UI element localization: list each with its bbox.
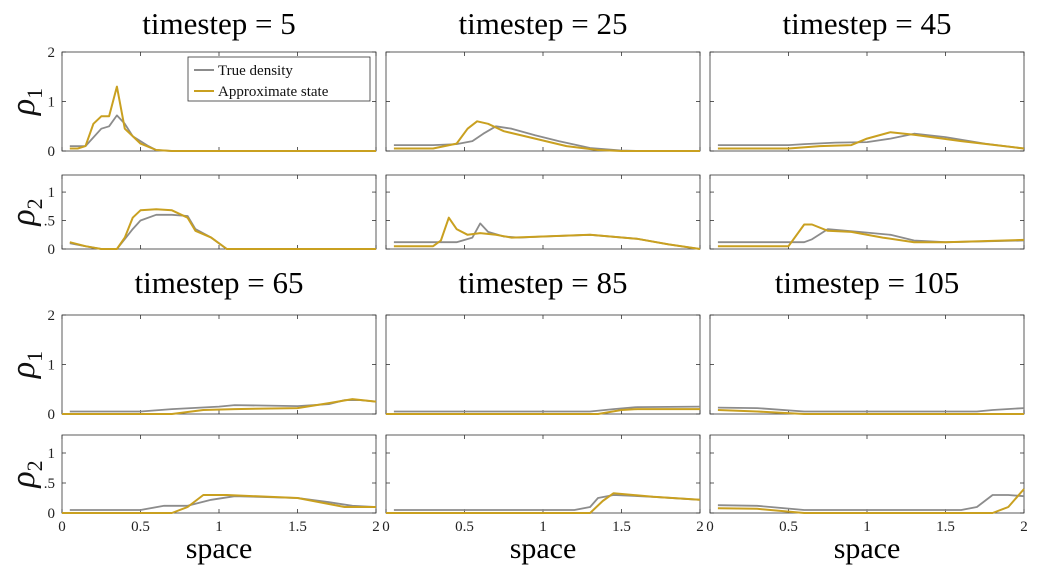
panel-title: timestep = 45	[782, 6, 951, 41]
series-line-true-density	[69, 213, 376, 250]
panel-title: timestep = 25	[458, 6, 627, 41]
x-tick-label: 2	[696, 519, 704, 535]
panel-1-rho1: 0 1 2 ρ1	[5, 45, 377, 160]
x-tick-label: 1.5	[936, 519, 955, 535]
panel-3-rho1	[709, 51, 1025, 152]
plot-frame	[709, 51, 1025, 152]
legend-box	[187, 56, 371, 102]
row-label-rho1: ρ1	[5, 351, 47, 379]
series-line-approximate-state	[62, 494, 376, 514]
x-tick-label: 1	[863, 519, 871, 535]
series-line-approximate-state	[393, 216, 701, 250]
panel-6-rho2: 0 0.5 1 1.5 2	[706, 434, 1028, 535]
panel-1-rho2: 0 .5 1ρ2	[5, 174, 377, 258]
series-line-approximate-state	[717, 409, 1024, 415]
plot-frame	[385, 51, 701, 152]
series-line-approximate-state	[69, 208, 376, 250]
y-tick-label: 1	[48, 358, 56, 374]
row-label-rho2: ρ2	[5, 460, 47, 488]
series-line-approximate-state	[386, 408, 700, 415]
y-tick-label: 1	[48, 95, 56, 111]
y-tick-label: 0	[48, 242, 56, 258]
y-tick-label: .5	[44, 476, 55, 492]
y-tick-label: 1	[48, 446, 56, 462]
series-line-approximate-state	[386, 492, 701, 514]
x-tick-label: 0.5	[455, 519, 474, 535]
x-axis-label: space	[834, 532, 901, 565]
series-line-true-density	[69, 114, 376, 152]
series-line-true-density	[717, 494, 1025, 511]
x-tick-label: 1.5	[288, 519, 307, 535]
x-tick-label: 1.5	[612, 519, 631, 535]
row-label-rho2: ρ2	[5, 198, 47, 226]
panel-title: timestep = 105	[775, 265, 960, 300]
plot-frame	[709, 174, 1025, 250]
series-line-true-density	[717, 406, 1025, 413]
panel-2-rho1	[385, 51, 701, 152]
y-tick-label: 2	[48, 308, 56, 324]
x-tick-label: 2	[372, 519, 380, 535]
panel-2-rho2	[385, 174, 701, 250]
series-line-approximate-state	[393, 120, 700, 152]
panel-6-rho1	[709, 314, 1025, 415]
panel-3-rho2	[709, 174, 1025, 250]
panel-title: timestep = 85	[458, 265, 627, 300]
series-line-true-density	[717, 132, 1025, 150]
panel-5-rho2: 0 0.5 1 1.5 2	[382, 434, 704, 535]
panel-5-rho1	[385, 314, 701, 415]
plot-frame	[61, 314, 377, 415]
y-tick-label: 2	[48, 45, 56, 61]
plot-frame	[709, 314, 1025, 415]
x-axis-label: space	[186, 532, 253, 565]
y-tick-label: .5	[44, 214, 55, 230]
y-tick-label: 0	[48, 407, 56, 423]
plot-frame	[385, 174, 701, 250]
x-axis-label: space	[510, 532, 577, 565]
plot-frame	[709, 434, 1025, 514]
plot-frame	[385, 434, 701, 514]
row-label-rho1: ρ1	[5, 88, 47, 116]
x-tick-label: 0	[706, 519, 714, 535]
legend-label: Approximate state	[218, 84, 329, 100]
x-tick-label: 0	[382, 519, 390, 535]
panel-title: timestep = 5	[142, 6, 296, 41]
series-line-true-density	[69, 495, 377, 511]
plot-frame	[61, 174, 377, 250]
x-tick-label: 1	[539, 519, 547, 535]
legend: True density Approximate state	[187, 56, 371, 102]
x-tick-label: 1	[215, 519, 223, 535]
series-line-approximate-state	[69, 85, 376, 152]
x-tick-label: 0	[58, 519, 66, 535]
series-line-approximate-state	[717, 223, 1025, 248]
legend-label: True density	[218, 63, 293, 79]
plot-frame	[385, 314, 701, 415]
series-line-approximate-state	[717, 131, 1025, 150]
panel-4-rho1: 0 1 2 ρ1	[5, 308, 377, 423]
x-tick-label: 0.5	[131, 519, 150, 535]
panel-title: timestep = 65	[134, 265, 303, 300]
y-tick-label: 0	[48, 506, 56, 522]
series-line-approximate-state	[62, 398, 377, 415]
y-tick-label: 1	[48, 185, 56, 201]
x-tick-label: 0.5	[779, 519, 798, 535]
series-line-true-density	[393, 405, 701, 413]
x-tick-label: 2	[1020, 519, 1028, 535]
y-tick-label: 0	[48, 144, 56, 160]
series-line-approximate-state	[717, 488, 1025, 514]
